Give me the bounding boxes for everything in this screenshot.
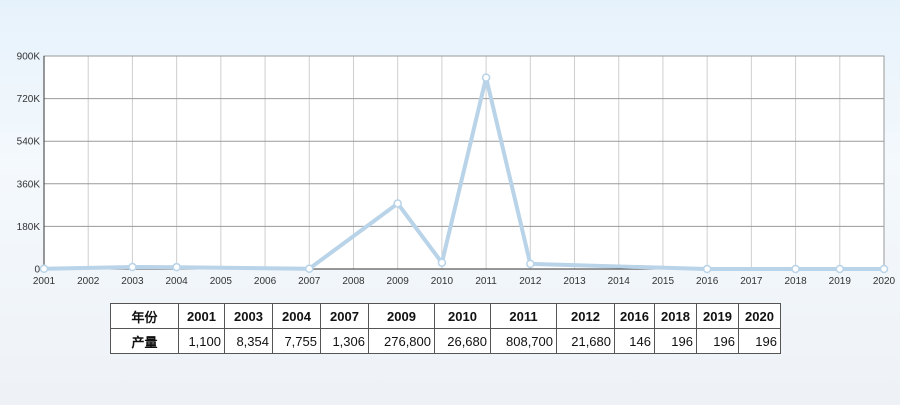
x-tick-label: 2002 bbox=[77, 276, 100, 287]
row-label-output: 产量 bbox=[110, 328, 179, 354]
table-header-year: 2018 bbox=[654, 303, 697, 329]
x-tick-labels: 2001 2002 2003 2004 2005 2006 2007 2008 2009 2010… bbox=[33, 276, 896, 287]
table-cell-output: 146 bbox=[614, 328, 655, 354]
x-tick-label: 2008 bbox=[342, 276, 365, 287]
table-cell-output: 1,100 bbox=[178, 328, 225, 354]
table-cell-output: 21,680 bbox=[556, 328, 615, 354]
x-tick-label: 2020 bbox=[873, 276, 896, 287]
x-tick-label: 2003 bbox=[121, 276, 144, 287]
table-header-year: 2001 bbox=[178, 303, 225, 329]
table-header-year: 2020 bbox=[738, 303, 781, 329]
data-point bbox=[791, 264, 800, 274]
data-point bbox=[879, 264, 889, 274]
y-tick-label: 540K bbox=[17, 137, 41, 148]
y-tick-label: 900K bbox=[17, 52, 41, 63]
table-header-year: 2009 bbox=[368, 303, 435, 329]
table-header-year: 2010 bbox=[434, 303, 491, 329]
y-tick-label: 720K bbox=[17, 94, 41, 105]
x-tick-label: 2009 bbox=[387, 276, 410, 287]
row-label-year: 年份 bbox=[110, 303, 179, 329]
data-table: 年份 2001 2003 2004 2007 2009 2010 2011 2012 2016 2… bbox=[110, 303, 781, 354]
series-line bbox=[42, 75, 886, 271]
x-tick-label: 2012 bbox=[519, 276, 542, 287]
table-header-year: 2003 bbox=[224, 303, 273, 329]
x-tick-label: 2010 bbox=[431, 276, 454, 287]
table-cell-output: 196 bbox=[696, 328, 739, 354]
table-header-year: 2019 bbox=[696, 303, 739, 329]
x-tick-label: 2016 bbox=[696, 276, 719, 287]
data-point bbox=[526, 259, 535, 269]
table-cell-output: 8,354 bbox=[224, 328, 273, 354]
x-tick-label: 2007 bbox=[298, 276, 321, 287]
x-tick-label: 2006 bbox=[254, 276, 277, 287]
data-point bbox=[437, 258, 447, 267]
table-header-year: 2004 bbox=[272, 303, 321, 329]
table-cell-output: 7,755 bbox=[272, 328, 321, 354]
table-cell-output: 196 bbox=[654, 328, 697, 354]
table-header-year: 2012 bbox=[556, 303, 615, 329]
data-point bbox=[39, 264, 49, 273]
x-tick-label: 2014 bbox=[608, 276, 631, 287]
x-tick-label: 2013 bbox=[563, 276, 586, 287]
table-cell-output: 808,700 bbox=[490, 328, 557, 354]
x-tick-label: 2019 bbox=[829, 276, 852, 287]
data-point bbox=[393, 199, 402, 208]
table-cell-output: 196 bbox=[738, 328, 781, 354]
data-point bbox=[481, 73, 491, 82]
table-header-year: 2016 bbox=[614, 303, 655, 329]
table-row-year: 年份 2001 2003 2004 2007 2009 2010 2011 2012 2016 2… bbox=[110, 303, 781, 329]
series-markers bbox=[39, 73, 889, 274]
x-tick-label: 2001 bbox=[33, 276, 56, 287]
x-tick-label: 2018 bbox=[784, 276, 807, 287]
y-tick-label: 0 bbox=[34, 265, 40, 276]
x-tick-label: 2015 bbox=[652, 276, 675, 287]
y-tick-label: 360K bbox=[17, 179, 41, 190]
x-tick-label: 2005 bbox=[210, 276, 233, 287]
table-header-year: 2007 bbox=[320, 303, 369, 329]
table-cell-output: 1,306 bbox=[320, 328, 369, 354]
data-point bbox=[172, 262, 181, 272]
data-point bbox=[835, 264, 845, 274]
data-point bbox=[128, 262, 137, 272]
y-tick-labels: 0 180K 360K 540K 720K 900K bbox=[17, 52, 41, 276]
data-point bbox=[702, 264, 712, 274]
x-tick-label: 2004 bbox=[166, 276, 189, 287]
table-cell-output: 276,800 bbox=[368, 328, 435, 354]
y-tick-label: 180K bbox=[17, 222, 41, 233]
data-point bbox=[305, 264, 314, 273]
x-tick-label: 2011 bbox=[475, 276, 497, 287]
table-row-output: 产量 1,100 8,354 7,755 1,306 276,800 26,680 808,… bbox=[110, 328, 781, 354]
table-header-year: 2011 bbox=[490, 303, 557, 329]
table-cell-output: 26,680 bbox=[434, 328, 491, 354]
x-tick-label: 2017 bbox=[740, 276, 763, 287]
